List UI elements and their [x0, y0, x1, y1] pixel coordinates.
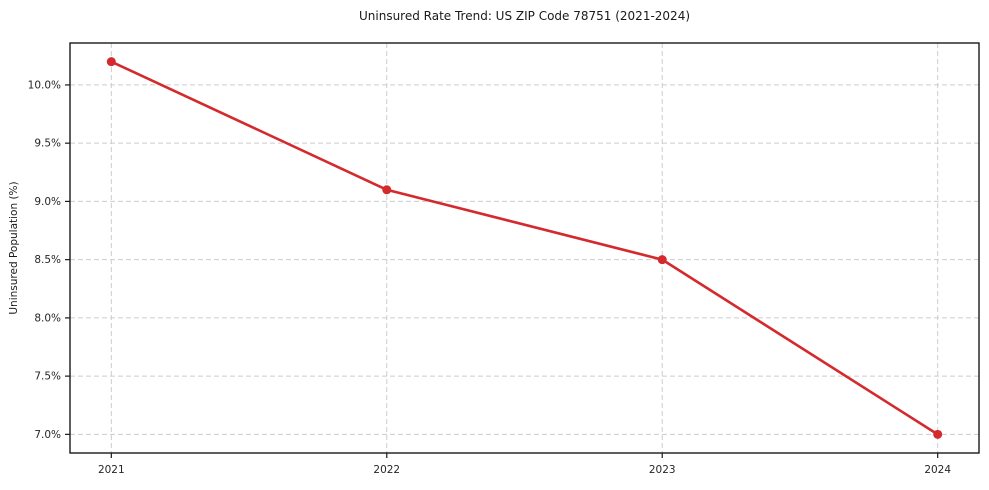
x-tick-label: 2024	[924, 464, 951, 476]
y-tick-label: 10.0%	[28, 79, 61, 91]
y-tick-label: 9.5%	[34, 138, 61, 150]
y-tick-label: 7.0%	[34, 429, 61, 441]
data-point-marker	[933, 429, 943, 439]
x-tick-label: 2022	[373, 464, 400, 476]
x-tick-label: 2023	[649, 464, 676, 476]
data-point-marker	[106, 57, 116, 67]
y-tick-label: 7.5%	[34, 371, 61, 383]
x-tick-label: 2021	[98, 464, 125, 476]
y-tick-label: 8.0%	[34, 312, 61, 324]
data-point-marker	[657, 255, 667, 265]
data-point-marker	[382, 185, 392, 195]
y-tick-label: 9.0%	[34, 196, 61, 208]
y-tick-label: 8.5%	[34, 254, 61, 266]
chart-title: Uninsured Rate Trend: US ZIP Code 78751 …	[358, 9, 691, 23]
trend-line	[110, 60, 939, 436]
plot-background	[70, 43, 979, 453]
axes-border	[69, 42, 980, 454]
